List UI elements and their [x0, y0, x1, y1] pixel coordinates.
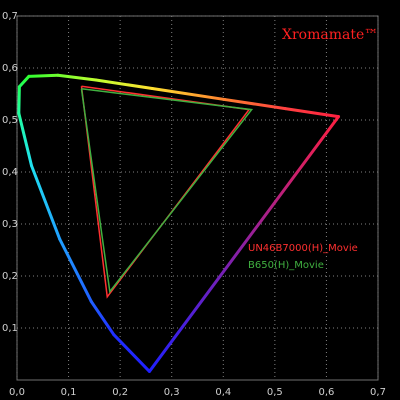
locus-segment [283, 107, 340, 119]
gamut-line [80, 88, 254, 294]
locus-segment [58, 237, 93, 303]
locus-segment [17, 85, 21, 115]
locus-segment [27, 73, 60, 78]
x-tick-label: 0,6 [318, 387, 334, 398]
locus-segment [94, 78, 154, 91]
x-tick-label: 0,7 [370, 387, 386, 398]
y-tick-label: 0,4 [2, 167, 18, 178]
y-tick-label: 0,6 [2, 63, 18, 74]
locus-segment [17, 74, 31, 89]
x-tick-label: 0,1 [61, 387, 77, 398]
legend-entry: B650(H)_Movie [248, 260, 324, 271]
chart-title: Xromamate™ [282, 27, 378, 43]
locus-segment [30, 164, 62, 241]
locus-segment [112, 333, 151, 373]
legend-entry: UN46B7000(H)_Movie [248, 243, 358, 254]
locus-segment [150, 87, 227, 102]
y-tick-label: 0,7 [2, 11, 18, 22]
x-tick-label: 0,5 [267, 387, 283, 398]
x-tick-label: 0,4 [215, 387, 231, 398]
y-tick-label: 0,2 [2, 271, 18, 282]
y-tick-label: 0,1 [2, 323, 18, 334]
locus-segment [17, 111, 34, 168]
x-tick-label: 0,3 [164, 387, 180, 398]
locus-segment [147, 115, 340, 373]
y-tick-label: 0,3 [2, 219, 18, 230]
locus-segment [89, 299, 116, 337]
y-tick-label: 0,5 [2, 115, 18, 126]
locus-segment [223, 98, 287, 111]
x-tick-label: 0,0 [9, 387, 25, 398]
x-tick-label: 0,2 [112, 387, 128, 398]
locus-segment [56, 73, 98, 82]
